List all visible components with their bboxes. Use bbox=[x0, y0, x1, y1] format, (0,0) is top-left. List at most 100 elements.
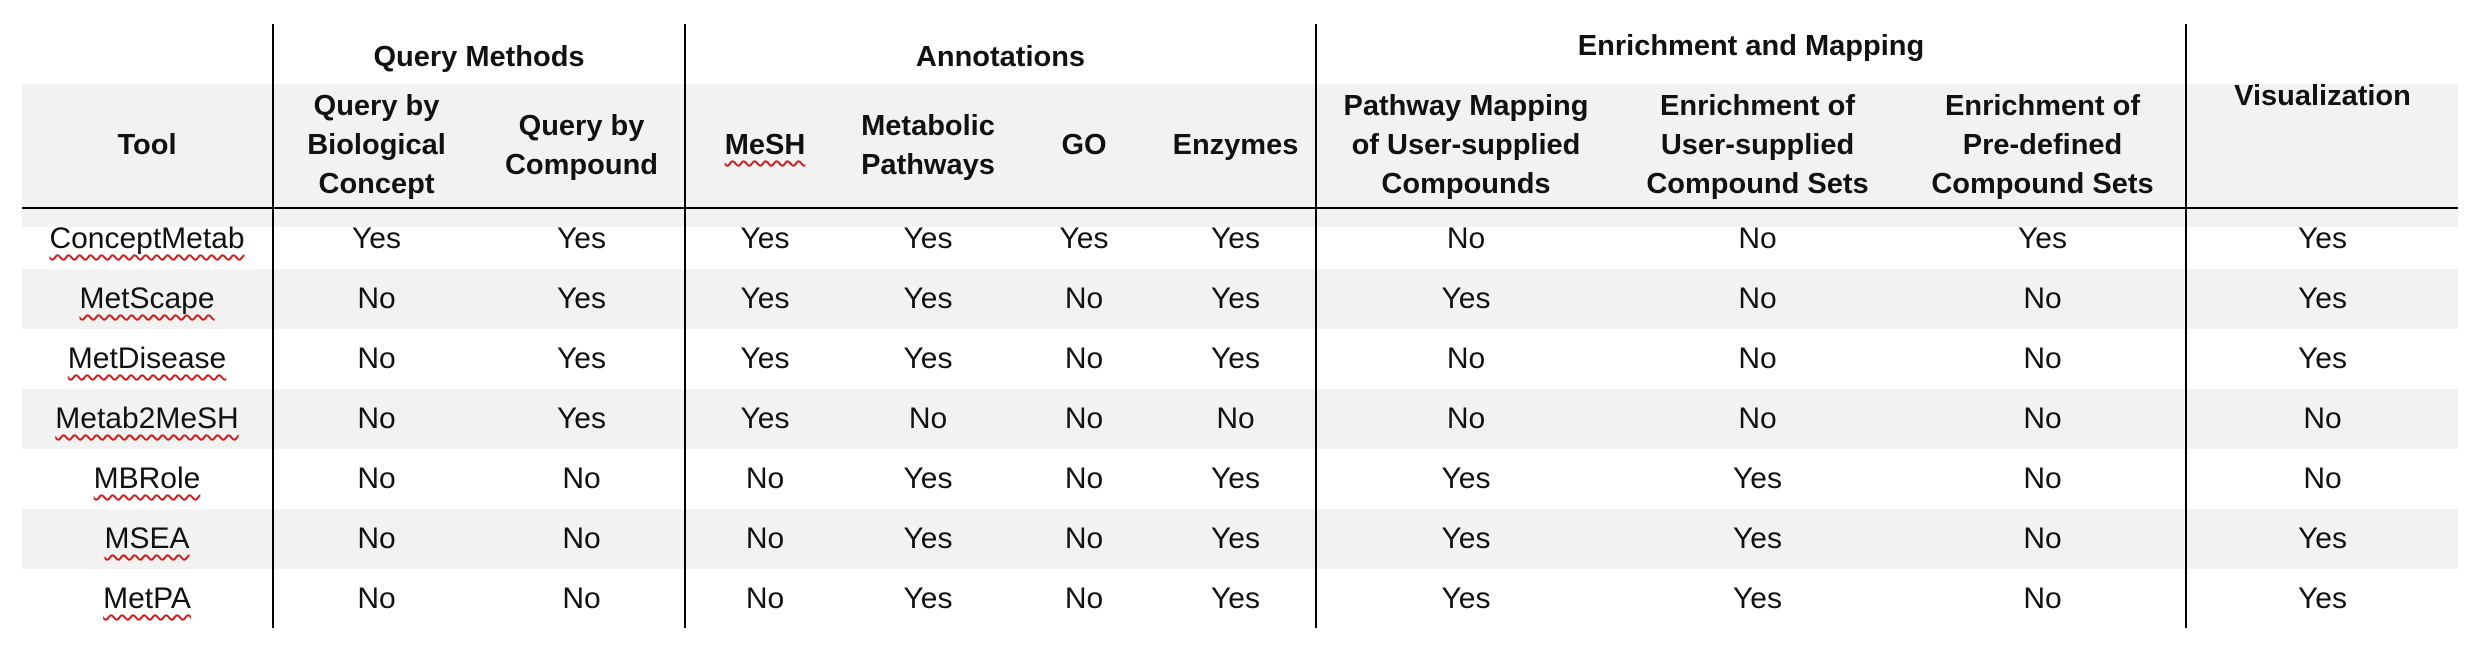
table-cell: Yes bbox=[2298, 342, 2347, 375]
table-cell: No bbox=[1064, 282, 1104, 315]
table-cell: Yes bbox=[1441, 462, 1491, 495]
table-cell: No bbox=[1064, 402, 1104, 435]
table-cell: Yes bbox=[1733, 522, 1782, 555]
header-enrichment-user: Enrichment of User-supplied Compound Set… bbox=[1646, 90, 1869, 200]
tool-name: MBRole bbox=[93, 462, 201, 495]
divider-query bbox=[684, 24, 686, 628]
header-pathway-mapping: Pathway Mapping of User-supplied Compoun… bbox=[1343, 90, 1589, 200]
row-shade-4 bbox=[22, 389, 2458, 449]
table-cell: Yes bbox=[1211, 222, 1260, 255]
header-go: GO bbox=[1061, 129, 1107, 161]
table-cell: No bbox=[1064, 582, 1104, 615]
header-query-by-concept: Query by Biological Concept bbox=[307, 90, 446, 200]
table-cell: Yes bbox=[1733, 462, 1782, 495]
table-cell: Yes bbox=[557, 282, 606, 315]
tool-name-cell: ConceptMetab bbox=[22, 209, 272, 269]
table-cell: No bbox=[562, 462, 601, 495]
table-cell: Yes bbox=[1211, 522, 1260, 555]
tool-name-cell: MetPA bbox=[22, 569, 272, 629]
table-cell: No bbox=[1738, 222, 1777, 255]
header-metabolic-pathways: Metabolic Pathways bbox=[861, 109, 995, 181]
table-cell: Yes bbox=[557, 342, 606, 375]
table-cell: No bbox=[2303, 402, 2342, 435]
tool-name: MetDisease bbox=[67, 342, 227, 375]
table-cell: No bbox=[1446, 342, 1486, 375]
table-cell: No bbox=[2023, 402, 2062, 435]
table-cell: No bbox=[357, 342, 396, 375]
table-cell: No bbox=[908, 402, 948, 435]
table-cell: No bbox=[745, 462, 785, 495]
tool-name: MetScape bbox=[79, 282, 215, 315]
table-cell: No bbox=[1738, 342, 1777, 375]
header-enzymes: Enzymes bbox=[1172, 129, 1299, 161]
header-shade bbox=[22, 84, 2458, 227]
tool-name-cell: MSEA bbox=[22, 509, 272, 569]
divider-enrichment bbox=[2185, 24, 2187, 628]
table-cell: Yes bbox=[903, 342, 953, 375]
header-query-by-compound: Query by Compound bbox=[504, 109, 658, 181]
header-rule bbox=[22, 207, 2458, 209]
table-cell: Yes bbox=[1441, 282, 1491, 315]
header-enrichment-predefined: Enrichment of Pre-defined Compound Sets bbox=[1931, 90, 2154, 200]
row-shade-2 bbox=[22, 269, 2458, 329]
table-cell: No bbox=[1064, 522, 1104, 555]
table-cell: No bbox=[562, 582, 601, 615]
table-cell: No bbox=[357, 582, 396, 615]
header-tool: Tool bbox=[117, 129, 177, 161]
table-cell: Yes bbox=[2298, 522, 2347, 555]
table-cell: Yes bbox=[1211, 342, 1260, 375]
table-cell: Yes bbox=[1733, 582, 1782, 615]
table-cell: No bbox=[357, 522, 396, 555]
table-cell: Yes bbox=[740, 342, 790, 375]
table-cell: No bbox=[2023, 342, 2062, 375]
table-cell: No bbox=[2023, 282, 2062, 315]
table-cell: Yes bbox=[1059, 222, 1109, 255]
table-cell: No bbox=[745, 522, 785, 555]
table-cell: No bbox=[2023, 522, 2062, 555]
table-cell: Yes bbox=[2298, 222, 2347, 255]
table-cell: No bbox=[2023, 582, 2062, 615]
table-cell: Yes bbox=[740, 222, 790, 255]
table-cell: No bbox=[1064, 462, 1104, 495]
table-cell: No bbox=[1738, 282, 1777, 315]
group-enrichment-mapping: Enrichment and Mapping bbox=[1577, 29, 1925, 62]
table-cell: Yes bbox=[557, 402, 606, 435]
table-cell: No bbox=[357, 282, 396, 315]
table-cell: No bbox=[357, 402, 396, 435]
table-cell: Yes bbox=[903, 582, 953, 615]
table-cell: No bbox=[1064, 342, 1104, 375]
table-cell: Yes bbox=[2298, 582, 2347, 615]
table-cell: Yes bbox=[1441, 522, 1491, 555]
table-cell: Yes bbox=[740, 402, 790, 435]
table-cell: Yes bbox=[2018, 222, 2067, 255]
table-cell: Yes bbox=[1441, 582, 1491, 615]
tool-name: MetPA bbox=[103, 582, 191, 615]
tool-name-cell: MetScape bbox=[22, 269, 272, 329]
header-visualization: Visualization bbox=[2234, 79, 2411, 112]
table-cell: No bbox=[2303, 462, 2342, 495]
table-cell: Yes bbox=[1211, 462, 1260, 495]
row-shade-6 bbox=[22, 509, 2458, 569]
table-cell: Yes bbox=[903, 282, 953, 315]
table-cell: Yes bbox=[903, 222, 953, 255]
group-annotations: Annotations bbox=[915, 40, 1086, 73]
tool-name: Metab2MeSH bbox=[55, 402, 239, 435]
tool-name: ConceptMetab bbox=[49, 222, 245, 255]
table-cell: No bbox=[562, 522, 601, 555]
table-cell: No bbox=[1216, 402, 1255, 435]
table-cell: Yes bbox=[740, 282, 790, 315]
table-cell: Yes bbox=[1211, 582, 1260, 615]
table-cell: No bbox=[2023, 462, 2062, 495]
tool-name-cell: MBRole bbox=[22, 449, 272, 509]
divider-tool bbox=[272, 24, 274, 628]
table-cell: Yes bbox=[1211, 282, 1260, 315]
divider-annotations bbox=[1315, 24, 1317, 628]
table-cell: No bbox=[1446, 402, 1486, 435]
table-cell: No bbox=[1738, 402, 1777, 435]
header-mesh: MeSH bbox=[724, 129, 806, 161]
tool-name-cell: Metab2MeSH bbox=[22, 389, 272, 449]
table-cell: Yes bbox=[352, 222, 401, 255]
comparison-table: Query Methods Annotations Enrichment and… bbox=[22, 24, 2458, 628]
table-cell: Yes bbox=[903, 522, 953, 555]
tool-name: MSEA bbox=[104, 522, 190, 555]
